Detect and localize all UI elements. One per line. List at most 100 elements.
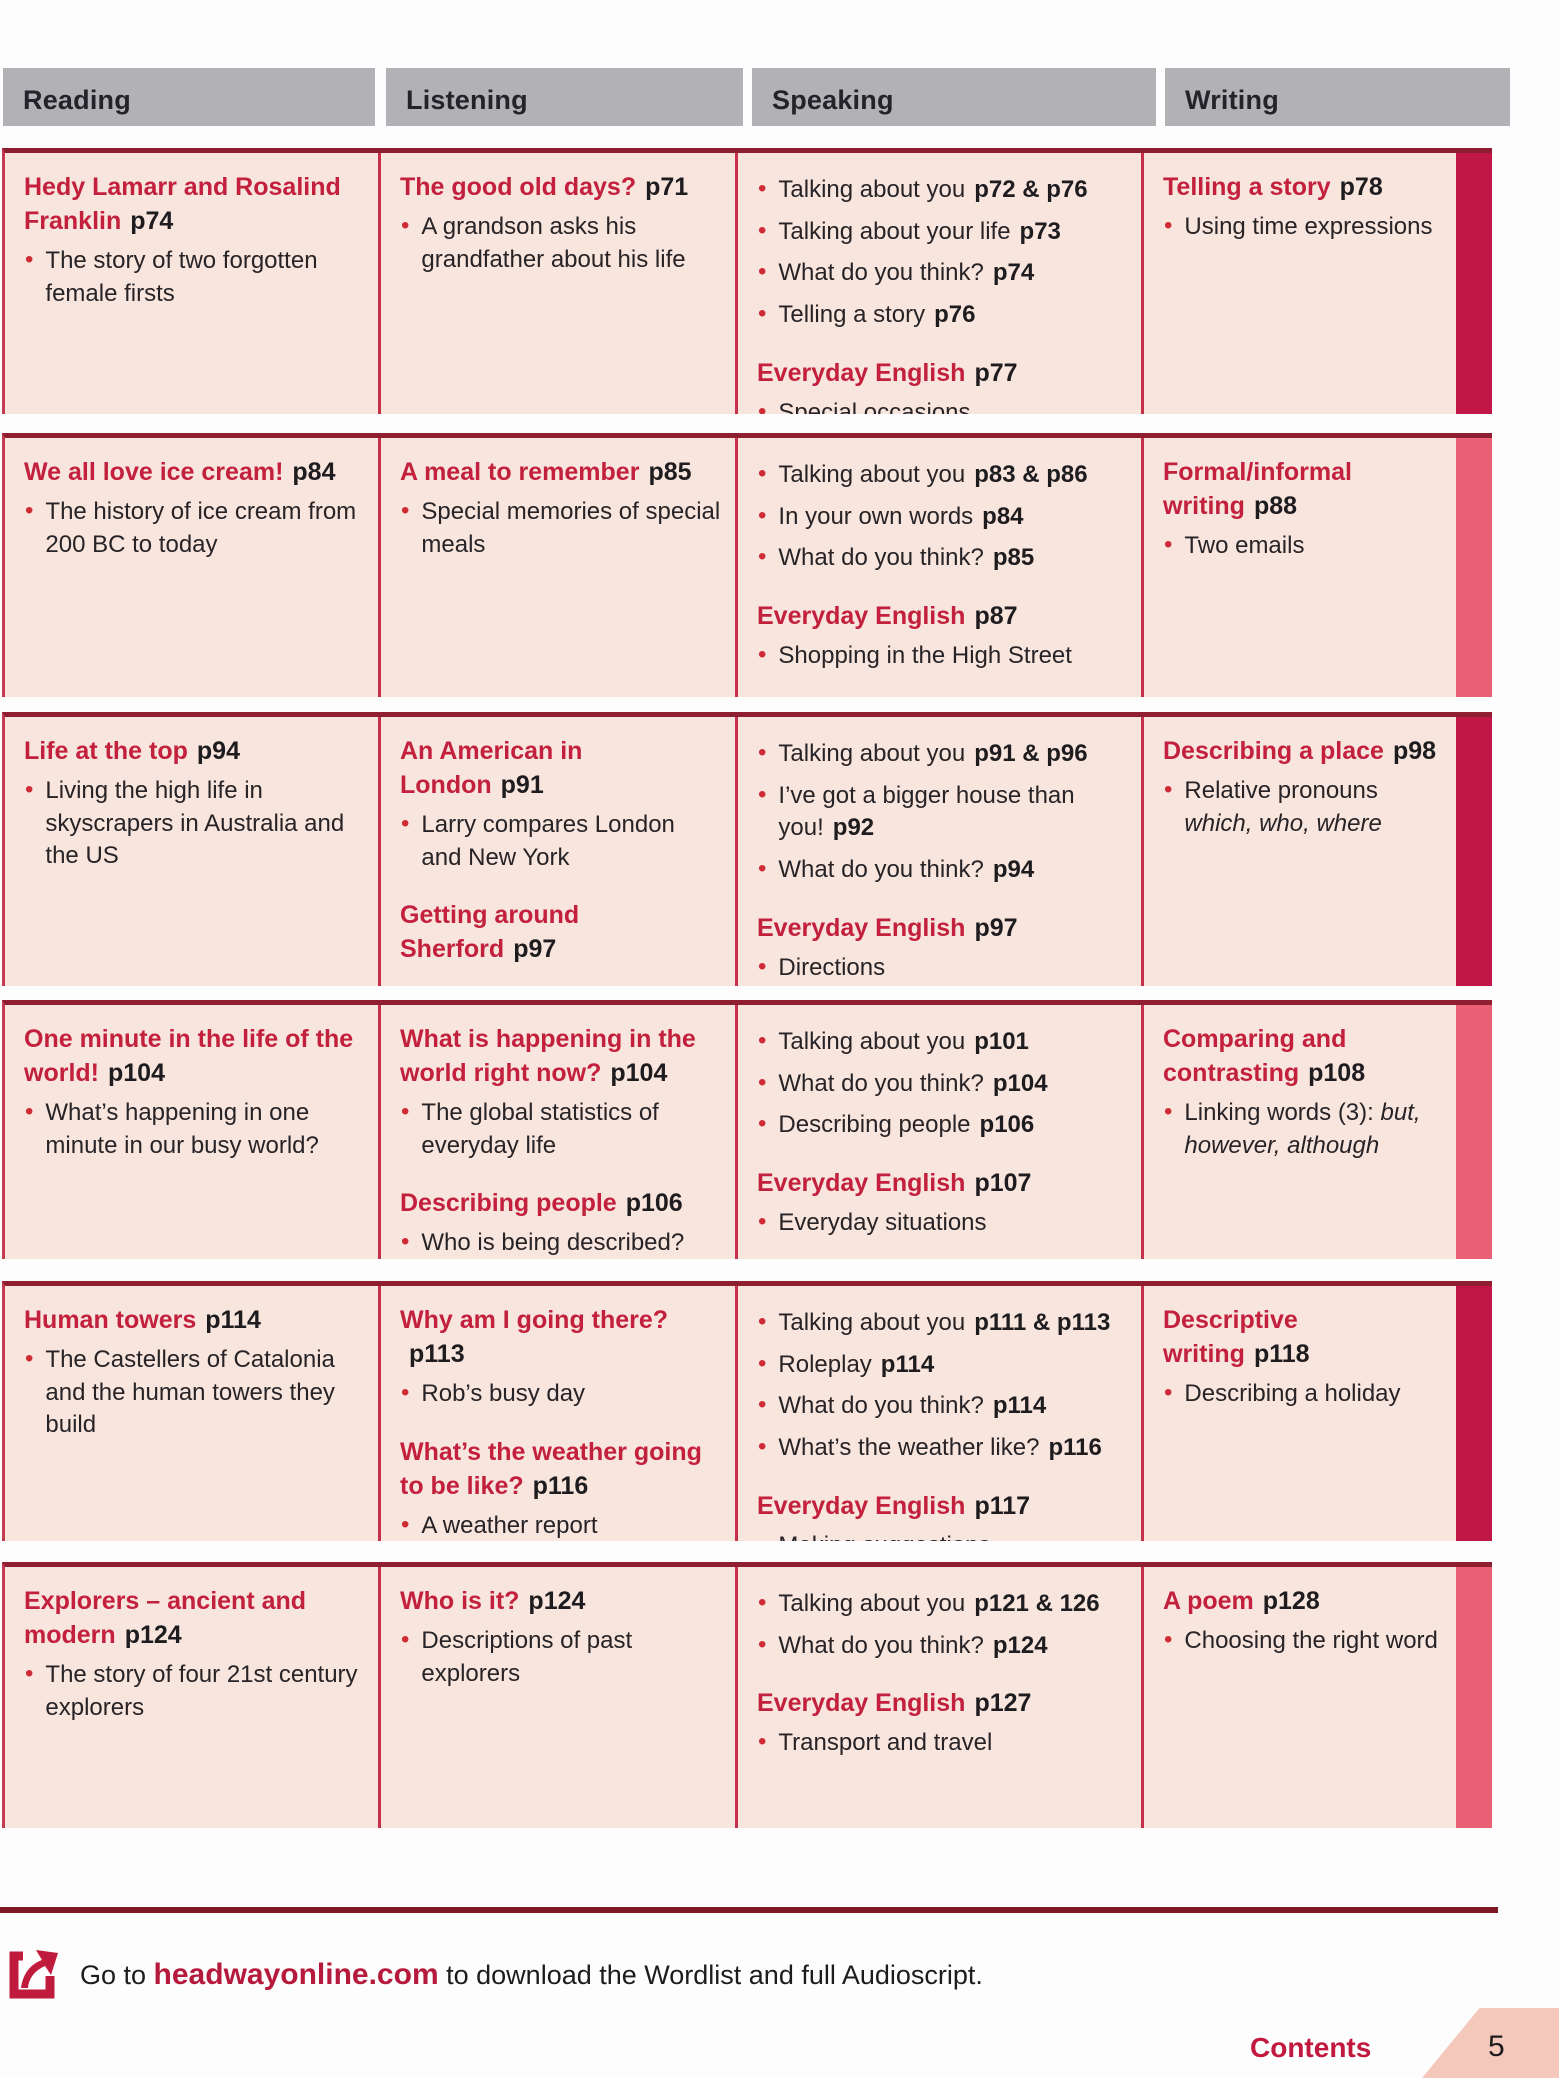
- bullet-icon: •: [758, 640, 767, 668]
- bullet-icon: •: [758, 175, 767, 202]
- section-title: A meal to remember: [400, 458, 640, 486]
- page-reference: p78: [1339, 173, 1383, 201]
- headwayonline-link[interactable]: headwayonline.com: [153, 1957, 439, 1991]
- bullet-text: Describing a holiday: [1184, 1380, 1401, 1407]
- section-title: Getting around Sherford: [400, 901, 580, 964]
- page-number: 5: [1488, 2030, 1505, 2063]
- column-header-label: Listening: [406, 84, 528, 115]
- footer-text-suffix: to download the Wordlist and full Audios…: [438, 1959, 983, 1990]
- row-accent-bar: [1456, 438, 1492, 697]
- bullet-text: What do you think? p85: [778, 544, 1035, 572]
- page-reference: p104: [992, 1069, 1048, 1097]
- bullet-icon: •: [25, 776, 34, 803]
- bullet-icon: •: [758, 952, 767, 980]
- bullet-text: Two emails: [1184, 532, 1305, 559]
- page-reference: p85: [992, 544, 1035, 572]
- bullet-item: • Talking about you p121 & 126: [757, 1588, 1127, 1621]
- bullet-icon: •: [401, 1098, 410, 1125]
- bullet-item: • I’ve got a bigger house than you! p92: [757, 780, 1127, 845]
- bullet-icon: •: [758, 1728, 767, 1756]
- bullet-item: • Special memories of special meals: [400, 496, 721, 561]
- unit-row: Life at the top p94 • Living the high life …: [2, 712, 1492, 986]
- section-title: An American in London: [400, 737, 583, 799]
- section-heading: One minute in the life of the world! p104: [24, 1022, 364, 1090]
- footer-text: Go to headwayonline.com to download the …: [80, 1958, 983, 1992]
- section-heading: Everyday English p97: [757, 911, 1127, 945]
- bullet-icon: •: [758, 739, 767, 766]
- external-link-icon: [8, 1944, 60, 2005]
- bullet-icon: •: [401, 497, 410, 524]
- page-reference: p127: [974, 1689, 1032, 1718]
- bullet-text: What’s the weather like? p116: [778, 1433, 1102, 1461]
- bullet-text: Special occasions: [778, 398, 971, 415]
- page-reference: p91 & p96: [974, 740, 1088, 767]
- bullet-icon: •: [758, 216, 767, 244]
- section-heading: Describing people p106: [400, 1186, 721, 1220]
- page-reference: p71: [645, 173, 689, 201]
- section-heading: The good old days? p71: [400, 170, 721, 204]
- section-heading: Everyday English p87: [757, 599, 1127, 633]
- bullet-item: • Roleplay p114: [757, 1349, 1127, 1382]
- bullet-item: • What do you think? p85: [757, 542, 1127, 575]
- page-reference: p128: [1262, 1587, 1320, 1615]
- bullet-item: • Directions: [757, 952, 1127, 985]
- bullet-text: What do you think? p104: [778, 1069, 1048, 1097]
- row-accent-bar: [1456, 1286, 1492, 1541]
- section-title: Who is it?: [400, 1587, 520, 1615]
- bullet-icon: •: [758, 1207, 767, 1235]
- section-heading: Telling a story p78: [1163, 170, 1442, 204]
- section-title: Why am I going there?: [400, 1306, 669, 1334]
- section-heading: Everyday English p107: [757, 1166, 1127, 1200]
- listening-cell: Why am I going there? p113 • Rob’s busy day…: [378, 1286, 735, 1541]
- bullet-text: Directions: [778, 953, 886, 981]
- page-reference: p94: [196, 737, 240, 765]
- page-reference: p84: [982, 502, 1024, 530]
- contents-label: Contents: [1250, 2032, 1372, 2063]
- bullet-item: • Talking about you p72 & p76: [757, 174, 1127, 207]
- section-title: We all love ice cream!: [24, 458, 284, 486]
- row-accent-bar: [1456, 717, 1492, 986]
- bullet-text: Talking about you p111 & p113: [778, 1309, 1111, 1336]
- bullet-item: • Transport and travel: [757, 1727, 1127, 1760]
- section-title: Everyday English: [757, 1689, 966, 1718]
- page-reference: p94: [992, 855, 1035, 883]
- section-title: A poem: [1163, 1587, 1254, 1615]
- section-heading: Getting around Sherford p97: [400, 898, 721, 966]
- speaking-cell: • Talking about you p121 & 126 • What do you…: [735, 1567, 1141, 1828]
- section-heading: Everyday English p77: [757, 356, 1127, 390]
- column-header-speaking: Speaking: [752, 68, 1156, 126]
- section-title: What is happening in the world right now…: [400, 1025, 696, 1087]
- bullet-item: • Choosing the right word: [1163, 1625, 1442, 1658]
- bullet-text: A grandson asks his grandfather about hi…: [421, 213, 686, 273]
- bullet-icon: •: [401, 1626, 410, 1653]
- bullet-icon: •: [758, 299, 767, 327]
- bullet-icon: •: [758, 1349, 767, 1377]
- section-heading: Descriptive writing p118: [1163, 1303, 1442, 1371]
- bullet-icon: •: [1164, 776, 1173, 803]
- page-reference: p111 & p113: [974, 1309, 1111, 1336]
- bullet-icon: •: [401, 1228, 410, 1256]
- bullet-icon: •: [401, 810, 410, 837]
- bullet-item: • Special occasions: [757, 397, 1127, 415]
- section-heading: What is happening in the world right now…: [400, 1022, 721, 1090]
- writing-cell: Comparing and contrasting p108 • Linking wo…: [1141, 1005, 1456, 1259]
- bullet-text: A weather report: [421, 1511, 598, 1539]
- bullet-item: • Larry compares London and New York: [400, 809, 721, 874]
- section-title: The good old days?: [400, 173, 637, 201]
- unit-row: One minute in the life of the world! p104…: [2, 1000, 1492, 1259]
- bullet-text: Everyday situations: [778, 1208, 987, 1236]
- bullet-icon: •: [25, 497, 34, 524]
- section-title: Descriptive writing: [1163, 1306, 1298, 1368]
- bullet-icon: •: [758, 1308, 767, 1335]
- section-title: Explorers – ancient and modern: [24, 1587, 307, 1649]
- section-heading: We all love ice cream! p84: [24, 455, 364, 489]
- bullet-item: • Talking about you p101: [757, 1026, 1127, 1059]
- bullet-item: • The Castellers of Catalonia and the hum…: [24, 1344, 364, 1442]
- column-header-label: Speaking: [772, 84, 894, 115]
- bullet-text: Choosing the right word: [1184, 1627, 1438, 1654]
- bullet-item: • Using time expressions: [1163, 211, 1442, 244]
- bullet-text: The history of ice cream from 200 BC to …: [45, 498, 357, 558]
- bullet-text: What do you think? p94: [778, 855, 1035, 883]
- bullet-text: Describing people p106: [778, 1111, 1035, 1139]
- bullet-text: Special memories of special meals: [421, 498, 721, 558]
